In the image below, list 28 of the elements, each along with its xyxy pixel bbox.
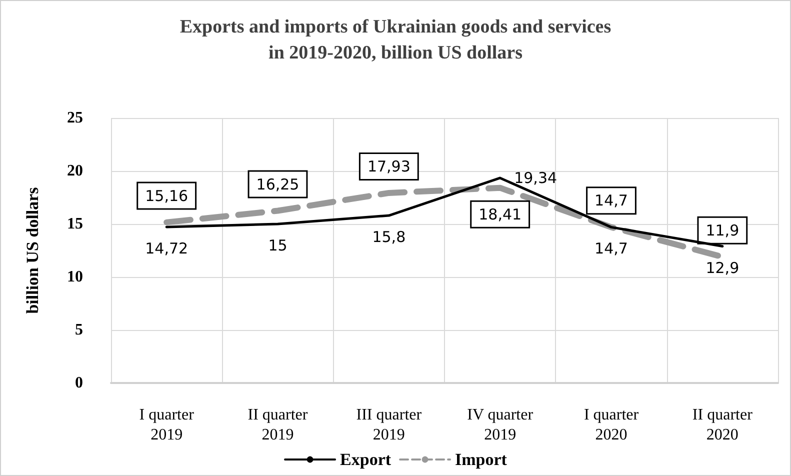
x-tick-label: II quarter 2019 — [248, 406, 308, 444]
x-tick-label: IV quarter 2019 — [467, 406, 534, 444]
y-tick-label: 20 — [67, 162, 83, 180]
y-tick-label: 0 — [75, 374, 83, 392]
x-tick-label: III quarter 2019 — [356, 406, 422, 444]
chart-title: Exports and imports of Ukrainian goods and services in 2019-2020, billion US dollars — [180, 16, 612, 64]
y-tick-label: 25 — [67, 110, 83, 126]
y-tick-label: 10 — [67, 268, 83, 286]
x-tick-label: II quarter 2020 — [692, 406, 754, 444]
data-label: 15 — [268, 236, 288, 254]
data-label: 19,34 — [514, 168, 558, 187]
data-label: 14,7 — [594, 240, 628, 258]
y-tick-label: 15 — [67, 216, 83, 232]
x-tick-label: I quarter 2019 — [139, 406, 195, 444]
legend-label: Import — [455, 450, 508, 469]
data-label: 15,8 — [372, 228, 406, 246]
data-label: 15,16 — [145, 186, 188, 205]
data-label: 16,25 — [256, 175, 300, 194]
data-label: 14,72 — [145, 239, 188, 258]
y-axis-title: billion US dollars — [23, 186, 42, 314]
data-label: 17,93 — [367, 157, 410, 176]
legend-label: Export — [340, 450, 392, 469]
data-label: 18,41 — [478, 205, 522, 224]
data-label: 14,7 — [594, 192, 628, 210]
data-label: 12,9 — [706, 258, 740, 277]
x-tick-label: I quarter 2020 — [584, 406, 640, 444]
data-label: 11,9 — [706, 221, 740, 240]
y-tick-label: 5 — [75, 322, 83, 338]
